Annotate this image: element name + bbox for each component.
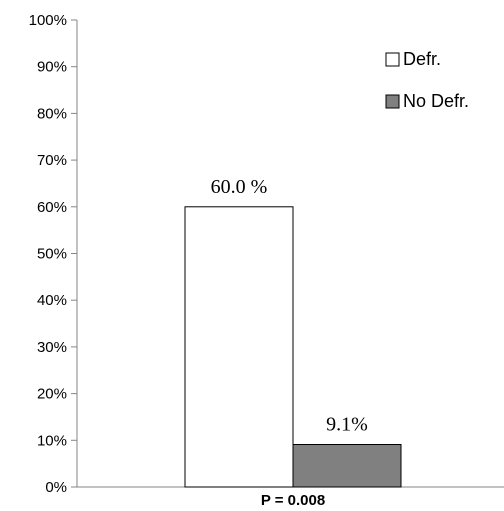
data-label-no-defr: 9.1% [326,414,368,436]
legend: Defr. No Defr. [385,49,469,111]
y-tick-label: 30% [37,339,67,356]
y-tick-label: 80% [37,105,67,122]
legend-swatch-defr [385,52,400,67]
y-tick-label: 70% [37,152,67,169]
y-tick-label: 50% [37,246,67,263]
y-tick-label: 10% [37,432,67,449]
y-tick-label: 90% [37,59,67,76]
bar-no-defr [292,444,402,488]
y-tick-label: 20% [37,386,67,403]
y-axis-ticks: 0% 10% 20% 30% 40% 50% 60% 70% 80% 90% 100% [29,12,77,496]
y-tick-label: 0% [45,479,67,496]
data-labels: 60.0 % 9.1% [211,176,368,436]
bars [184,206,402,488]
data-label-defr: 60.0 % [211,176,268,198]
x-axis-label: P = 0.008 [261,492,325,509]
bar-defr [184,206,294,488]
y-tick-label: 100% [29,12,67,29]
legend-swatch-no-defr [385,94,400,109]
legend-label-defr: Defr. [403,49,441,69]
y-tick-label: 40% [37,292,67,309]
legend-label-no-defr: No Defr. [403,91,469,111]
y-tick-label: 60% [37,199,67,216]
